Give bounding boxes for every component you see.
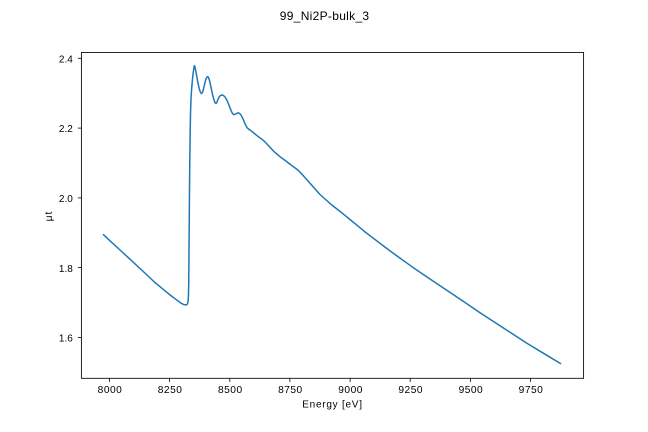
- svg-text:2.4: 2.4: [59, 54, 73, 65]
- svg-text:2.2: 2.2: [59, 124, 73, 135]
- svg-text:99_Ni2P-bulk_3: 99_Ni2P-bulk_3: [280, 9, 370, 23]
- svg-text:9000: 9000: [338, 385, 363, 396]
- svg-text:2.0: 2.0: [59, 194, 73, 205]
- svg-text:8500: 8500: [218, 385, 243, 396]
- svg-text:9500: 9500: [459, 385, 484, 396]
- svg-text:8750: 8750: [278, 385, 303, 396]
- svg-text:1.6: 1.6: [59, 334, 73, 345]
- svg-text:8000: 8000: [98, 385, 123, 396]
- svg-text:8250: 8250: [158, 385, 183, 396]
- svg-text:9250: 9250: [398, 385, 423, 396]
- svg-text:Energy [eV]: Energy [eV]: [302, 399, 363, 410]
- svg-text:μt: μt: [44, 211, 55, 222]
- svg-text:1.8: 1.8: [59, 264, 73, 275]
- svg-text:9750: 9750: [519, 385, 544, 396]
